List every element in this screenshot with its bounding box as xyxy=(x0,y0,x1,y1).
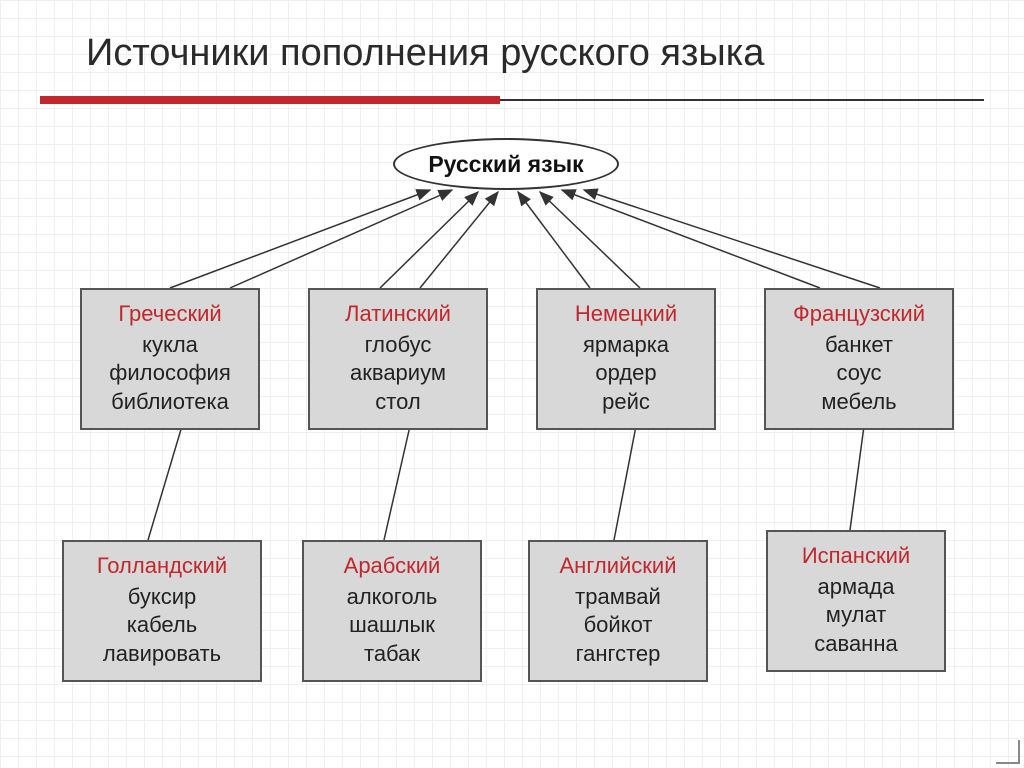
lang-name: Греческий xyxy=(88,300,252,329)
example-word: банкет xyxy=(772,331,946,360)
center-label: Русский язык xyxy=(428,151,583,178)
lang-name: Латинский xyxy=(316,300,480,329)
arrow-line xyxy=(518,192,590,288)
example-word: алкоголь xyxy=(310,583,474,612)
arrow-line xyxy=(540,192,640,288)
arrow-line xyxy=(584,190,880,288)
arrow-line xyxy=(230,190,452,288)
underline-red xyxy=(40,96,500,104)
lang-box-arabic: Арабскийалкогольшашлыктабак xyxy=(302,540,482,682)
example-word: библиотека xyxy=(88,388,252,417)
example-word: трамвай xyxy=(536,583,700,612)
center-node: Русский язык xyxy=(393,138,619,190)
lang-box-dutch: Голландскийбуксиркабельлавировать xyxy=(62,540,262,682)
lang-box-german: Немецкийярмаркаордеррейс xyxy=(536,288,716,430)
example-word: гангстер xyxy=(536,640,700,669)
example-word: стол xyxy=(316,388,480,417)
example-word: саванна xyxy=(774,630,938,659)
example-word: философия xyxy=(88,359,252,388)
arrow-line xyxy=(420,192,498,288)
lang-box-french: Французскийбанкетсоусмебель xyxy=(764,288,954,430)
slide: { "title": "Источники пополнения русског… xyxy=(0,0,1024,768)
lang-box-greek: Греческийкуклафилософиябиблиотека xyxy=(80,288,260,430)
lang-box-spanish: Испанскийармадамулатсаванна xyxy=(766,530,946,672)
example-word: кабель xyxy=(70,611,254,640)
page-title: Источники пополнения русского языка xyxy=(86,32,764,75)
example-word: глобус xyxy=(316,331,480,360)
corner-decor xyxy=(996,740,1020,764)
connector-line xyxy=(148,426,182,540)
title-underline xyxy=(40,96,984,108)
lang-name: Голландский xyxy=(70,552,254,581)
lang-name: Французский xyxy=(772,300,946,329)
example-word: бойкот xyxy=(536,611,700,640)
lang-name: Английский xyxy=(536,552,700,581)
arrow-line xyxy=(562,190,820,288)
example-word: аквариум xyxy=(316,359,480,388)
example-word: табак xyxy=(310,640,474,669)
lang-box-english: Английскийтрамвайбойкотгангстер xyxy=(528,540,708,682)
connector-line xyxy=(384,426,410,540)
example-word: мебель xyxy=(772,388,946,417)
example-word: буксир xyxy=(70,583,254,612)
lang-name: Арабский xyxy=(310,552,474,581)
example-word: кукла xyxy=(88,331,252,360)
example-word: ярмарка xyxy=(544,331,708,360)
lang-name: Немецкий xyxy=(544,300,708,329)
connector-line xyxy=(850,426,864,530)
example-word: соус xyxy=(772,359,946,388)
lang-name: Испанский xyxy=(774,542,938,571)
arrow-line xyxy=(380,192,478,288)
example-word: армада xyxy=(774,573,938,602)
connector-line xyxy=(614,426,636,540)
example-word: ордер xyxy=(544,359,708,388)
arrow-line xyxy=(170,190,430,288)
example-word: рейс xyxy=(544,388,708,417)
example-word: шашлык xyxy=(310,611,474,640)
lang-box-latin: Латинскийглобусаквариумстол xyxy=(308,288,488,430)
example-word: мулат xyxy=(774,601,938,630)
underline-thin xyxy=(500,99,984,101)
example-word: лавировать xyxy=(70,640,254,669)
